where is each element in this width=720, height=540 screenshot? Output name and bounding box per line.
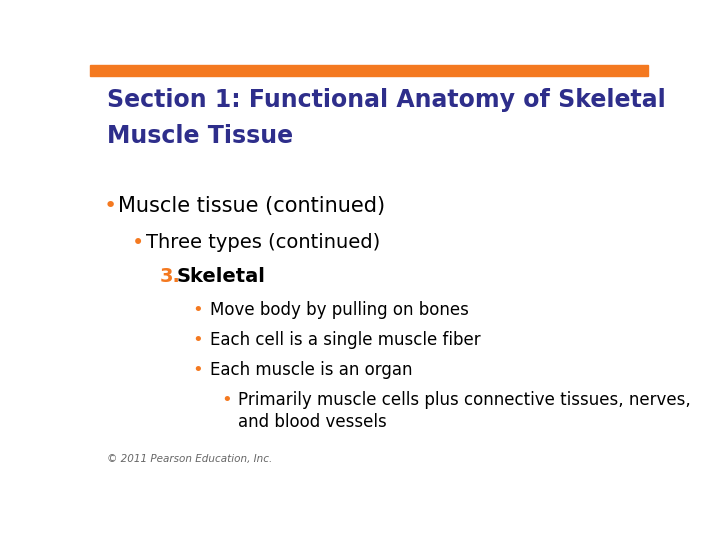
Bar (90, 65, 648, 77)
Text: © 2011 Pearson Education, Inc.: © 2011 Pearson Education, Inc. (107, 454, 272, 464)
Text: Three types (continued): Three types (continued) (145, 233, 380, 252)
Text: Skeletal: Skeletal (176, 267, 266, 286)
Text: •: • (192, 361, 203, 379)
Text: Each muscle is an organ: Each muscle is an organ (210, 361, 413, 379)
Text: Muscle tissue (continued): Muscle tissue (continued) (118, 196, 385, 216)
Text: Move body by pulling on bones: Move body by pulling on bones (210, 301, 469, 319)
Text: •: • (221, 391, 232, 409)
Text: •: • (104, 196, 117, 216)
Text: Section 1: Functional Anatomy of Skeletal: Section 1: Functional Anatomy of Skeleta… (107, 87, 665, 112)
Text: Muscle Tissue: Muscle Tissue (107, 124, 293, 148)
Text: Each cell is a single muscle fiber: Each cell is a single muscle fiber (210, 332, 480, 349)
Text: Primarily muscle cells plus connective tissues, nerves,
and blood vessels: Primarily muscle cells plus connective t… (238, 391, 690, 431)
Text: •: • (192, 301, 203, 319)
Text: 3.: 3. (160, 267, 181, 286)
Text: •: • (132, 233, 144, 253)
Text: •: • (192, 332, 203, 349)
